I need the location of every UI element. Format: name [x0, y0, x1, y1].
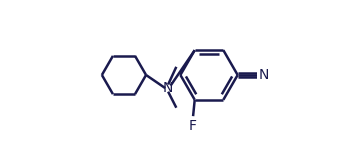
- Text: N: N: [259, 68, 269, 82]
- Text: N: N: [163, 81, 173, 95]
- Text: F: F: [189, 119, 197, 133]
